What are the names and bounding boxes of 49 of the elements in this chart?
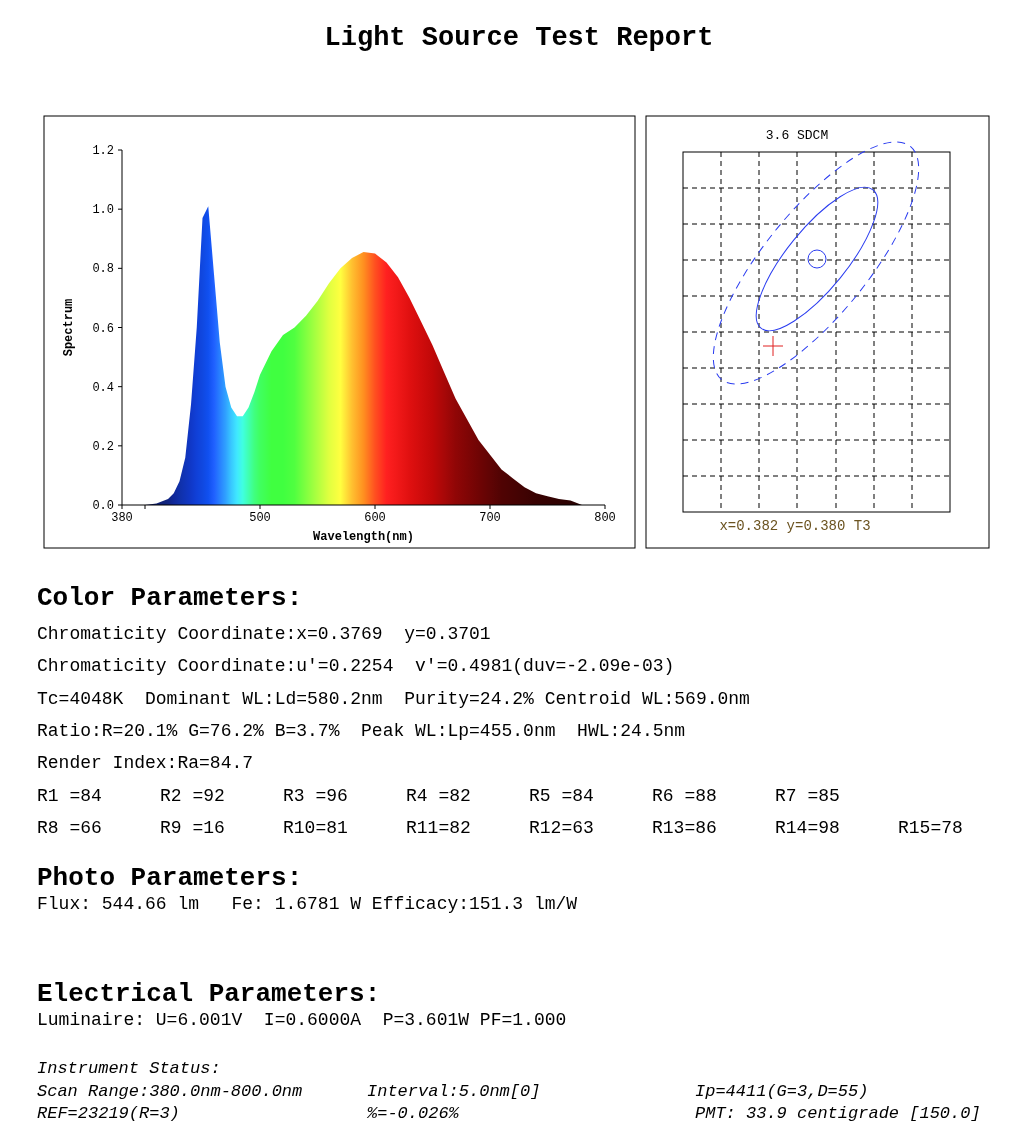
- text: Chromaticity Coordinate:u'=0.2254 v'=0.4981(duv=-2.09e-03): [37, 656, 675, 677]
- y-tick-label: 0.8: [92, 262, 114, 277]
- x-axis-title: Wavelength(nm): [313, 530, 414, 544]
- text: R7 =85: [775, 785, 840, 806]
- text: x=0.382 y=0.380 T3: [719, 518, 871, 534]
- text: 3.6 SDCM: [765, 128, 829, 143]
- text: PMT: 33.9 centigrade [150.0]: [695, 1104, 981, 1123]
- x-tick-label: 380: [111, 511, 133, 525]
- y-tick-label: 0.4: [92, 380, 114, 395]
- text: R8 =66: [37, 817, 102, 838]
- text: Render Index:Ra=84.7: [37, 753, 254, 774]
- text: Interval:5.0nm[0]: [367, 1082, 541, 1101]
- text: Tc=4048K Dominant WL:Ld=580.2nm Purity=24.2% Centroid WL:569.0nm: [37, 688, 750, 709]
- text: Photo Parameters:: [37, 863, 303, 893]
- x-tick-label: 500: [249, 511, 271, 525]
- text: %=-0.026%: [366, 1104, 460, 1123]
- text: Flux: 544.66 lm Fe: 1.6781 W Efficacy:151.3 lm/W: [37, 894, 578, 914]
- text: R15=78: [898, 817, 963, 838]
- text: R13=86: [652, 817, 717, 838]
- text: R1 =84: [37, 785, 102, 806]
- x-tick-label: 800: [594, 511, 616, 525]
- text: R9 =16: [160, 817, 225, 838]
- text: R6 =88: [652, 785, 717, 806]
- x-tick-label: 700: [479, 511, 501, 525]
- text: R14=98: [775, 817, 840, 838]
- x-tick-label: 600: [364, 511, 386, 525]
- chart-title: Light Source Test Report: [324, 23, 714, 53]
- text: R3 =96: [283, 785, 348, 806]
- y-tick-label: 1.2: [92, 144, 114, 158]
- text: Scan Range:380.0nm-800.0nm: [37, 1082, 303, 1101]
- y-tick-label: 1.0: [92, 203, 114, 218]
- text: Electrical Parameters:: [37, 979, 381, 1009]
- text: R10=81: [283, 817, 348, 838]
- text: R12=63: [529, 817, 594, 838]
- y-axis-title: Spectrum: [62, 298, 76, 357]
- y-tick-label: 0.6: [92, 321, 114, 336]
- y-tick-label: 0.2: [92, 439, 114, 454]
- text: Chromaticity Coordinate:x=0.3769 y=0.3701: [37, 624, 491, 644]
- text: R2 =92: [160, 785, 225, 806]
- text: Instrument Status:: [37, 1059, 221, 1078]
- y-tick-label: 0.0: [92, 499, 114, 513]
- text: R11=82: [406, 817, 471, 838]
- text: R5 =84: [529, 785, 594, 806]
- text: Ip=4411(G=3,D=55): [695, 1082, 869, 1101]
- text: Luminaire: U=6.001V I=0.6000A P=3.601W PF=1.000: [37, 1010, 567, 1030]
- text: Color Parameters:: [37, 583, 303, 613]
- text: R4 =82: [406, 785, 471, 806]
- text: Ratio:R=20.1% G=76.2% B=3.7% Peak WL:Lp=455.0nm HWL:24.5nm: [37, 720, 686, 741]
- text: REF=23219(R=3): [37, 1104, 180, 1123]
